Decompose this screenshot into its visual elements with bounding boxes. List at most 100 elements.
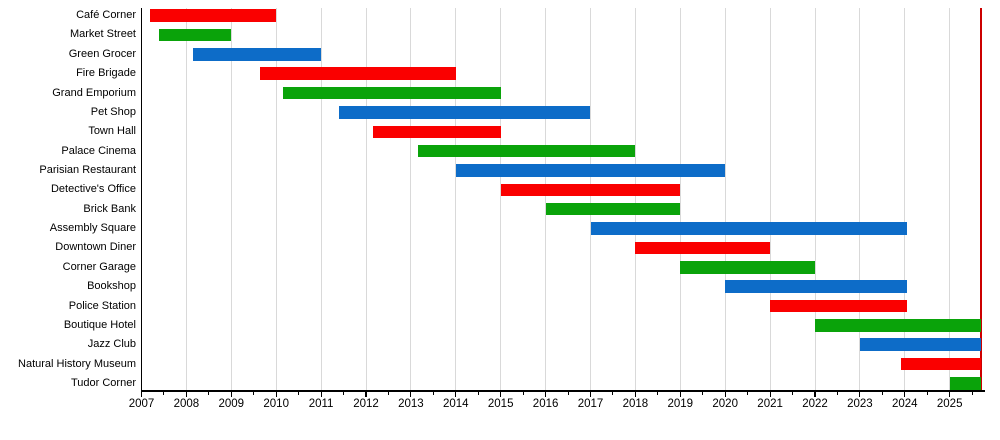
year-gridline — [814, 8, 816, 391]
row-label: Assembly Square — [49, 222, 136, 235]
row-label: Tudor Corner — [70, 376, 136, 389]
gantt-bar — [282, 86, 501, 100]
gantt-bar — [372, 125, 501, 138]
row-label: Green Grocer — [68, 47, 136, 60]
x-axis-minor-tick — [836, 391, 838, 395]
x-axis-tick-label: 2017 — [577, 397, 604, 410]
x-axis-minor-tick — [477, 391, 479, 395]
row-label: Natural History Museum — [18, 357, 136, 370]
x-axis-major-tick — [679, 391, 681, 397]
year-gridline — [500, 8, 502, 391]
x-axis-tick-label: 2009 — [218, 397, 245, 410]
row-label: Market Street — [69, 28, 136, 41]
year-gridline — [275, 8, 277, 391]
x-axis-tick-label: 2012 — [353, 397, 379, 410]
x-axis-major-tick — [545, 391, 547, 397]
y-axis-line — [140, 8, 143, 392]
x-axis-major-tick — [455, 391, 457, 397]
x-axis-line — [140, 390, 985, 392]
row-label: Detective's Office — [50, 183, 136, 196]
gantt-bar — [859, 338, 982, 351]
x-axis-tick-label: 2018 — [622, 397, 649, 410]
gantt-bar — [680, 261, 815, 274]
year-gridline — [410, 8, 412, 391]
x-axis-major-tick — [365, 391, 367, 397]
x-axis-minor-tick — [881, 391, 883, 395]
year-gridline — [859, 8, 861, 391]
x-axis-major-tick — [320, 391, 322, 397]
x-axis-major-tick — [769, 391, 771, 397]
x-axis-tick-label: 2016 — [532, 397, 559, 410]
x-axis-minor-tick — [926, 391, 928, 395]
x-axis-minor-tick — [702, 391, 704, 395]
x-axis-minor-tick — [432, 391, 434, 395]
gantt-bar — [339, 106, 591, 119]
x-axis-minor-tick — [343, 391, 345, 395]
gantt-bar — [545, 202, 681, 216]
today-line — [980, 8, 982, 391]
row-label: Grand Emporium — [52, 86, 136, 99]
year-gridline — [455, 8, 457, 391]
row-label: Town Hall — [88, 125, 136, 138]
row-label: Parisian Restaurant — [39, 163, 136, 176]
x-axis-major-tick — [589, 391, 592, 397]
x-axis-minor-tick — [971, 391, 973, 395]
year-gridline — [634, 8, 636, 391]
x-axis-minor-tick — [163, 391, 165, 395]
row-label: Boutique Hotel — [63, 318, 136, 331]
year-gridline — [904, 8, 906, 391]
row-label: Brick Bank — [83, 202, 136, 215]
x-axis-minor-tick — [657, 391, 659, 395]
x-axis-minor-tick — [298, 391, 300, 395]
gantt-bar — [901, 357, 982, 371]
row-label: Police Station — [68, 299, 136, 312]
x-axis-tick-label: 2019 — [667, 397, 694, 410]
year-gridline — [545, 8, 547, 391]
gantt-bar — [590, 222, 908, 235]
row-label: Palace Cinema — [61, 144, 136, 157]
year-gridline — [320, 8, 322, 391]
year-gridline — [769, 8, 771, 391]
gantt-bar — [725, 280, 908, 293]
year-gridline — [590, 8, 591, 391]
year-gridline — [185, 8, 187, 391]
x-axis-major-tick — [230, 391, 232, 397]
gantt-bar — [949, 377, 982, 390]
x-axis-minor-tick — [208, 391, 210, 395]
x-axis-tick-label: 2021 — [757, 397, 783, 410]
gantt-bar — [455, 164, 726, 177]
x-axis-major-tick — [814, 391, 816, 397]
row-label: Corner Garage — [62, 260, 136, 273]
x-axis-tick-label: 2015 — [487, 397, 514, 410]
x-axis-major-tick — [634, 391, 636, 397]
x-axis-minor-tick — [792, 391, 794, 395]
x-axis-major-tick — [904, 391, 906, 397]
x-axis-tick-label: 2007 — [128, 397, 155, 410]
year-gridline — [230, 8, 232, 391]
row-label: Jazz Club — [87, 338, 136, 351]
x-axis-minor-tick — [567, 391, 569, 395]
x-axis-tick-label: 2023 — [847, 397, 873, 410]
gantt-bar — [193, 48, 322, 61]
year-gridline — [679, 8, 681, 391]
year-gridline — [365, 8, 367, 391]
x-axis-minor-tick — [253, 391, 255, 395]
x-axis-major-tick — [949, 391, 951, 397]
year-gridline — [949, 8, 951, 391]
gantt-bar — [815, 319, 982, 332]
row-label: Café Corner — [76, 9, 136, 22]
year-gridline — [724, 8, 726, 391]
gantt-bar — [500, 183, 681, 197]
x-axis-tick-label: 2013 — [398, 397, 424, 410]
x-axis-major-tick — [500, 391, 502, 397]
x-axis-major-tick — [859, 391, 861, 397]
x-axis-tick-label: 2010 — [263, 397, 289, 410]
gantt-bar — [260, 67, 456, 80]
row-label: Fire Brigade — [76, 67, 136, 80]
x-axis-tick-label: 2008 — [173, 397, 200, 410]
x-axis-major-tick — [275, 391, 277, 397]
x-axis-minor-tick — [522, 391, 524, 395]
x-axis-major-tick — [185, 391, 187, 397]
gantt-bar — [159, 28, 232, 42]
